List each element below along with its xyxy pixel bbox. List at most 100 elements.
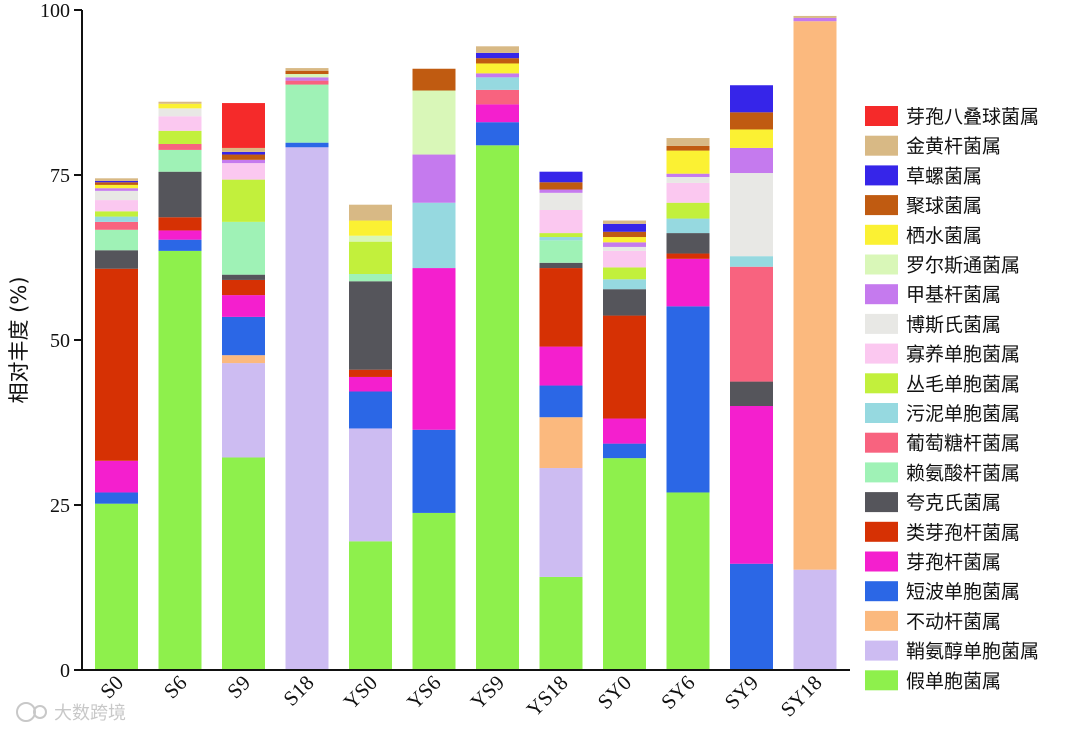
bar-segment [603,289,646,316]
bar-segment [666,202,710,219]
bar-segment [539,233,583,238]
bar-segment [158,149,202,172]
bar-segment [539,240,583,263]
legend-label: 博斯氏菌属 [906,314,1001,336]
bar-segment [730,406,773,564]
legend-swatch [865,165,898,186]
legend-label: 罗尔斯通菌属 [906,255,1020,277]
bar-segment [158,217,202,231]
legend-label: 芽孢杆菌属 [906,552,1001,574]
bar-segment [95,184,138,189]
bar-segment [349,241,392,274]
legend-swatch [865,195,898,216]
bar-segment [666,492,710,670]
legend-swatch [865,640,898,661]
bar-stack-sy6 [666,138,710,670]
bar-stack-sy9 [730,85,773,670]
bar-stack-s0 [95,178,138,670]
legend-label: 丛毛单胞菌属 [906,373,1020,395]
watermark: 大数跨境 [16,702,126,724]
bar-segment [666,138,710,146]
bar-segment [666,253,710,259]
bar-segment [793,21,837,570]
x-tick-label: S18 [278,671,318,711]
x-tick-label: SY0 [593,671,636,714]
bar-segment [539,171,583,183]
bar-segment [539,262,583,269]
x-tick-label: S9 [222,671,255,704]
bar-segment [349,541,392,670]
legend-label: 不动杆菌属 [906,611,1001,633]
y-tick-label: 50 [50,330,70,352]
bar-segment [666,182,710,203]
bar-segment [158,239,202,251]
bar-segment [222,279,265,296]
legend-label: 类芽孢杆菌属 [906,522,1020,544]
bar-segment [95,200,138,212]
y-ticks: 0 25 50 75 100 [40,0,82,682]
bar-segment [476,122,519,146]
legend-swatch [865,284,898,305]
legend-swatch [865,135,898,156]
bar-segment [285,142,329,148]
bar-segment [730,563,773,670]
bar-segment [285,80,329,85]
bar-segment [539,182,583,190]
bar-segment [603,267,646,280]
watermark-text: 大数跨境 [54,703,126,724]
y-tick-label: 75 [50,165,70,187]
legend-swatch [865,521,898,542]
bar-segment [412,268,456,430]
bar-segment [476,63,519,74]
legend-swatch [865,373,898,394]
bar-segment [730,85,773,113]
bar-segment [539,268,583,347]
bar-segment [222,103,265,148]
legend-label: 甲基杆菌属 [906,284,1001,306]
bar-segment [603,220,646,224]
bar-segment [285,70,329,75]
bar-segment [285,74,329,78]
legend-label: 寡养单胞菌属 [906,344,1020,366]
x-tick-label: YS6 [402,671,445,714]
bar-segment [793,569,837,670]
bar-segment [222,154,265,160]
bar-segment [222,147,265,152]
bar-segment [603,443,646,459]
legend-label: 芽孢八叠球菌属 [906,106,1039,128]
bar-segment [666,173,710,177]
bar-segment [476,145,519,671]
bar-stack-ys9 [476,46,519,671]
bar-segment [412,512,456,670]
bar-segment [539,192,583,210]
bar-segment [539,468,583,577]
bar-segment [603,458,646,670]
legend-label: 金黄杆菌属 [906,136,1001,158]
legend-swatch [865,670,898,691]
bar-segment [793,17,837,22]
bar-segment [666,258,710,307]
bar-segment [95,216,138,222]
bar-segment [158,250,202,670]
bar-segment [95,178,138,181]
bar-segment [349,281,392,370]
watermark-logo-icon [16,702,36,722]
legend-label: 夸克氏菌属 [906,492,1001,514]
bar-stack-sy18 [793,15,837,670]
bar-segment [666,150,710,174]
bar-segment [158,108,202,117]
bar-segment [793,15,837,18]
y-tick-label: 100 [40,0,70,22]
bar-segment [603,315,646,419]
watermark-logo-dot-icon [33,705,47,719]
legend: 芽孢八叠球菌属金黄杆菌属草螺菌属聚球菌属栖水菌属罗尔斯通菌属甲基杆菌属博斯氏菌属… [865,106,1039,692]
bar-segment [730,266,773,382]
bar-segment [95,229,138,251]
bar-segment [222,274,265,280]
legend-label: 短波单胞菌属 [906,581,1020,603]
legend-swatch [865,581,898,602]
legend-swatch [865,492,898,513]
bar-segment [412,154,456,203]
bar-stack-ys0 [349,204,392,670]
